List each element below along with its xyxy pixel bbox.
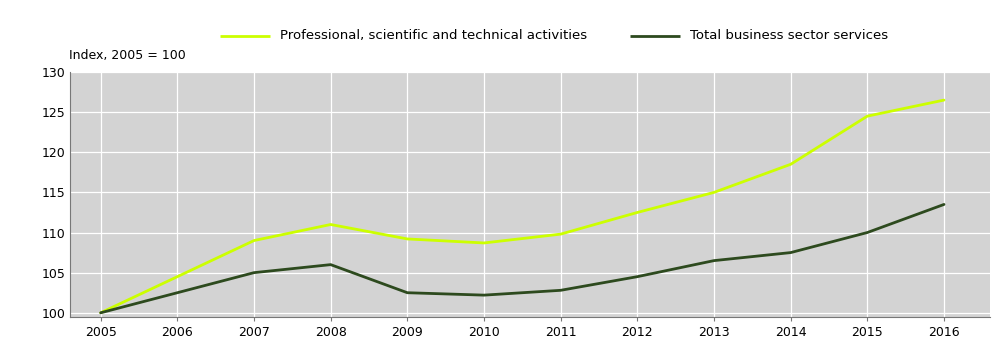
Text: Professional, scientific and technical activities: Professional, scientific and technical a… bbox=[280, 29, 587, 42]
Text: Index, 2005 = 100: Index, 2005 = 100 bbox=[69, 49, 186, 62]
Text: Total business sector services: Total business sector services bbox=[690, 29, 888, 42]
